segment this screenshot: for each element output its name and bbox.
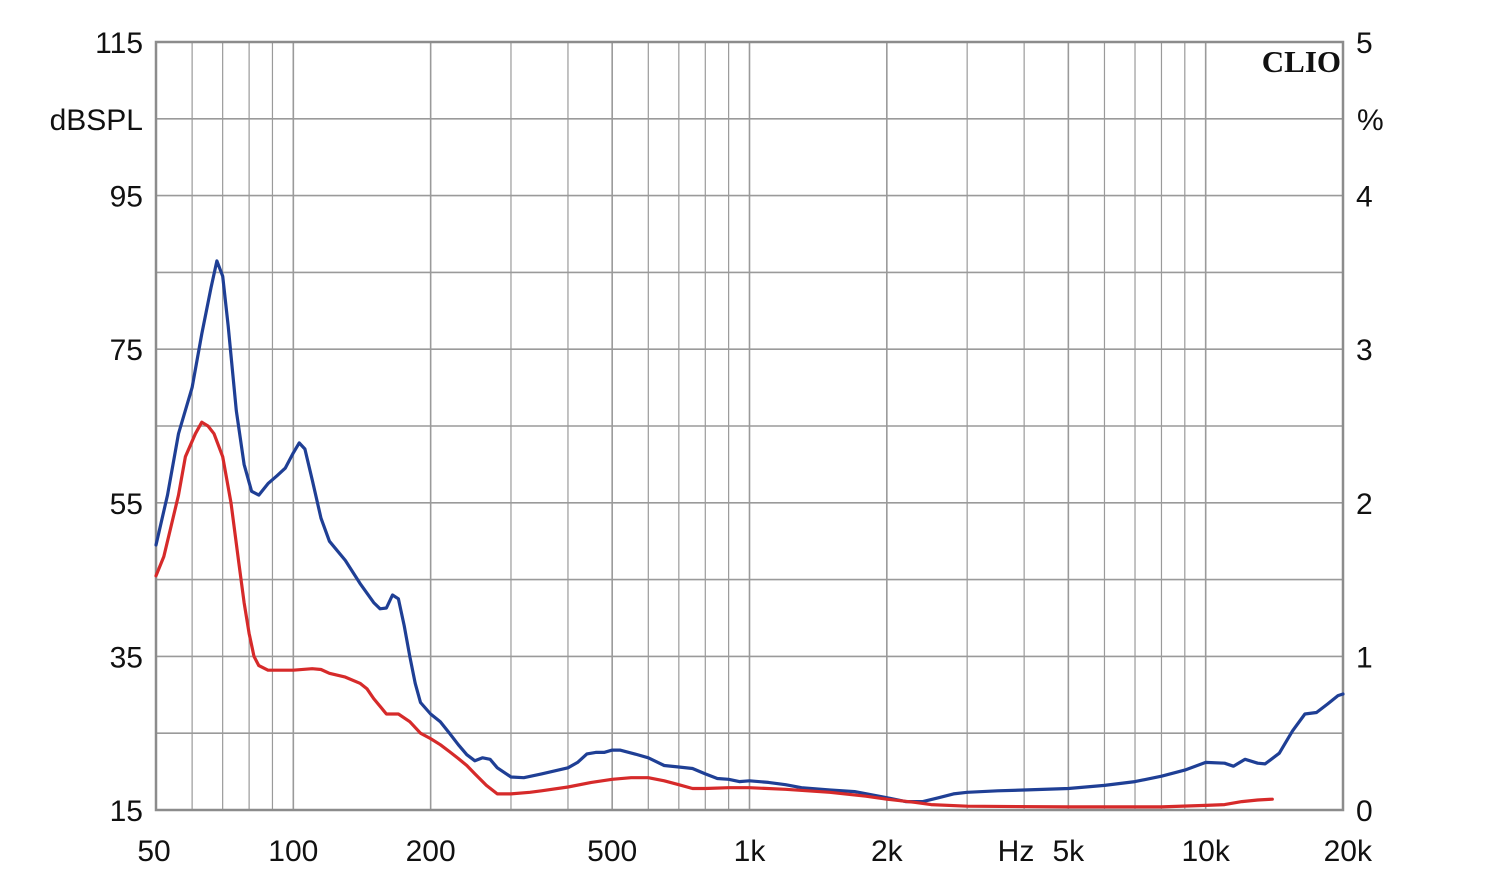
right-tick-label: 0 <box>1356 795 1373 828</box>
right-axis-unit-label: % <box>1357 104 1384 137</box>
right-tick-label: 4 <box>1356 181 1373 214</box>
left-tick-label: 35 <box>110 641 143 674</box>
x-tick-label: 20k <box>1324 835 1373 868</box>
x-tick-label: 10k <box>1181 835 1230 868</box>
left-tick-label: 15 <box>110 795 143 828</box>
x-tick-label: 2k <box>871 835 904 868</box>
brand-logo: CLIO <box>1262 44 1341 79</box>
left-tick-label: 115 <box>95 27 143 60</box>
left-tick-label: 55 <box>110 488 143 521</box>
x-tick-label: 1k <box>734 835 767 868</box>
left-axis-unit-label: dBSPL <box>50 104 143 137</box>
response-curves <box>154 259 1345 809</box>
right-tick-label: 1 <box>1356 641 1373 674</box>
x-axis-tick-labels: 50 100 200 500 1k 2k 5k 10k 20k <box>137 835 1373 868</box>
right-axis-tick-labels: 5 4 3 2 1 0 <box>1356 27 1373 828</box>
x-tick-label: 200 <box>406 835 456 868</box>
x-tick-label: 5k <box>1053 835 1086 868</box>
plot-frame <box>154 40 1345 812</box>
x-axis-unit-label: Hz <box>998 835 1035 868</box>
left-tick-label: 95 <box>110 181 143 214</box>
x-tick-label: 500 <box>587 835 637 868</box>
left-tick-label: 75 <box>110 334 143 367</box>
grid-lines <box>156 42 1343 810</box>
left-axis-tick-labels: 115 95 75 55 35 15 <box>95 27 143 828</box>
series-line-2 <box>154 420 1274 809</box>
right-tick-label: 2 <box>1356 488 1373 521</box>
right-tick-label: 3 <box>1356 334 1373 367</box>
x-tick-label: 50 <box>137 835 170 868</box>
x-tick-label: 100 <box>268 835 318 868</box>
right-tick-label: 5 <box>1356 27 1373 60</box>
series-line-1 <box>154 259 1345 804</box>
